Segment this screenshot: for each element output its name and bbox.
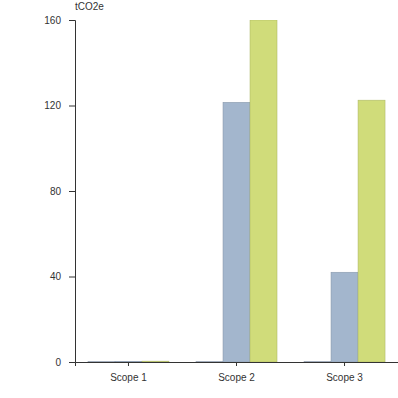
y-axis: 0 40 80 120 160 bbox=[44, 15, 75, 368]
y-tick: 120 bbox=[44, 100, 75, 111]
bar bbox=[358, 100, 385, 362]
y-axis-line bbox=[69, 21, 76, 363]
x-axis-line bbox=[76, 363, 398, 367]
x-tick-mark bbox=[344, 362, 345, 366]
bar bbox=[223, 102, 250, 362]
bar bbox=[250, 20, 277, 362]
y-tick: 40 bbox=[50, 271, 75, 282]
bar bbox=[331, 272, 358, 362]
y-tick: 0 bbox=[55, 357, 75, 368]
y-tick: 80 bbox=[50, 186, 75, 197]
bars bbox=[88, 20, 385, 362]
plot: 0 40 80 120 160 Scope 1 Scope 2 Scope 3 bbox=[44, 15, 398, 383]
y-tick-label: 120 bbox=[44, 100, 61, 111]
bar bbox=[115, 361, 142, 362]
bar bbox=[304, 361, 331, 362]
x-tick: Scope 3 bbox=[326, 362, 363, 383]
bar bbox=[196, 361, 223, 362]
y-tick-mark bbox=[69, 106, 75, 107]
bar bbox=[142, 361, 169, 362]
x-axis: Scope 1 Scope 2 Scope 3 bbox=[76, 362, 398, 383]
x-tick: Scope 1 bbox=[110, 362, 147, 383]
y-axis-title: tCO2e bbox=[75, 1, 104, 12]
bar bbox=[88, 361, 115, 362]
x-tick-mark bbox=[236, 362, 237, 366]
y-tick-label: 0 bbox=[55, 357, 61, 368]
x-tick-label: Scope 1 bbox=[110, 372, 147, 383]
y-tick-label: 80 bbox=[50, 186, 62, 197]
x-tick-mark bbox=[128, 362, 129, 366]
y-tick-label: 160 bbox=[44, 15, 61, 26]
chart: 0 40 80 120 160 Scope 1 Scope 2 Scope 3 tCO2e bbox=[0, 0, 398, 398]
x-tick-label: Scope 3 bbox=[326, 372, 363, 383]
x-tick-label: Scope 2 bbox=[218, 372, 255, 383]
y-tick-mark bbox=[69, 20, 75, 21]
x-tick: Scope 2 bbox=[218, 362, 255, 383]
y-tick-mark bbox=[69, 277, 75, 278]
y-tick-mark bbox=[69, 362, 75, 363]
y-tick-label: 40 bbox=[50, 271, 62, 282]
y-tick: 160 bbox=[44, 15, 75, 26]
y-tick-mark bbox=[69, 191, 75, 192]
